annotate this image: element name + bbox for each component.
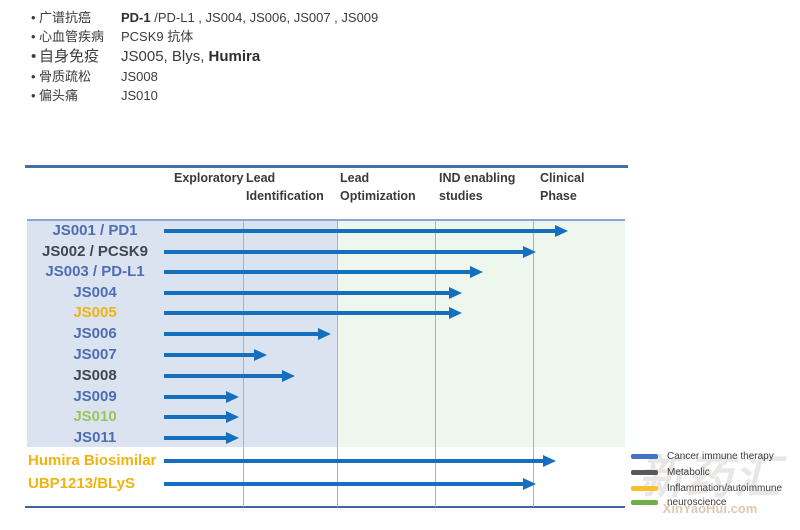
bullet-label: 广谱抗癌 (39, 10, 92, 25)
phase-header-lead-optimization: Lead Optimization (340, 171, 416, 203)
pipeline-arrow-js001-pd1 (164, 229, 555, 233)
pipeline-arrowhead-js004 (449, 287, 462, 299)
bullet-item-: • 骨质疏松 JS008 (31, 67, 378, 86)
bullet-icon: • (31, 88, 36, 103)
bullet-item-: • 广谱抗癌 PD-1 /PD-L1 , JS004, JS006, JS007 ,… (31, 8, 378, 27)
row-label-js011: JS011 (73, 429, 117, 446)
row-label-humira-biosimilar: Humira Biosimilar (28, 452, 157, 469)
phase-gridline-3 (435, 220, 436, 507)
pipeline-arrow-js002-pcsk9 (164, 250, 523, 254)
bullet-item-: • 心血管疾病 PCSK9 抗体 (31, 27, 378, 46)
bullet-item-: • 偏头痛 JS010 (31, 86, 378, 105)
row-label-js010: JS010 (73, 408, 117, 425)
pipeline-arrow-ubp1213-blys (164, 482, 523, 486)
bullet-label: 偏头痛 (39, 88, 79, 103)
band-top-border (27, 219, 625, 221)
phase-header-ind-enabling-studies: IND enabling studies (439, 171, 516, 203)
legend-item-inflammation-autoimmune: Inflammation/autoimmune (631, 483, 782, 494)
bullet-value: JS008 (121, 69, 158, 84)
row-label-js003-pd-l1: JS003 / PD-L1 (45, 263, 145, 280)
legend-item-neuroscience: neuroscience (631, 497, 726, 508)
pipeline-arrowhead-js005 (449, 307, 462, 319)
row-label-js002-pcsk9: JS002 / PCSK9 (42, 243, 148, 260)
phase-gridline-2 (337, 220, 338, 507)
legend-item-metabolic: Metabolic (631, 467, 710, 478)
pipeline-arrow-js006 (164, 332, 318, 336)
row-label-ubp1213-blys: UBP1213/BLyS (28, 475, 135, 492)
pipeline-arrow-js004 (164, 291, 449, 295)
row-label-js001-pd1: JS001 / PD1 (52, 222, 138, 239)
pipeline-arrow-js011 (164, 436, 226, 440)
bullet-icon: • (31, 48, 37, 65)
pipeline-arrow-humira-biosimilar (164, 459, 543, 463)
indication-bullet-list: • 广谱抗癌 PD-1 /PD-L1 , JS004, JS006, JS007 ,… (31, 8, 378, 105)
pipeline-arrowhead-js003-pd-l1 (470, 266, 483, 278)
pipeline-arrowhead-js010 (226, 411, 239, 423)
bullet-value: PD-1 /PD-L1 , JS004, JS006, JS007 , JS00… (121, 10, 379, 25)
pipeline-arrow-js003-pd-l1 (164, 270, 470, 274)
row-label-js008: JS008 (73, 367, 117, 384)
legend-swatch (631, 454, 658, 459)
pipeline-arrowhead-js007 (254, 349, 267, 361)
phase-header-clinical-phase: Clinical Phase (540, 171, 585, 203)
bullet-item-: • 自身免疫 JS005, Blys, Humira (31, 46, 378, 67)
bullet-icon: • (31, 10, 36, 25)
legend-label: Metabolic (667, 467, 710, 478)
legend-label: Inflammation/autoimmune (667, 483, 783, 494)
pipeline-arrowhead-js002-pcsk9 (523, 246, 536, 258)
pipeline-arrowhead-humira-biosimilar (543, 455, 556, 467)
row-label-js009: JS009 (73, 388, 117, 405)
pipeline-arrow-js007 (164, 353, 254, 357)
pipeline-arrowhead-ubp1213-blys (523, 478, 536, 490)
chart-bottom-rule (25, 506, 625, 508)
row-label-js006: JS006 (73, 325, 117, 342)
bullet-icon: • (31, 69, 36, 84)
phase-gridline-4 (533, 220, 534, 507)
pipeline-arrowhead-js011 (226, 432, 239, 444)
legend-item-cancer-immune-therapy: Cancer immune therapy (631, 451, 774, 462)
phase-gridline-1 (243, 220, 244, 507)
bullet-icon: • (31, 29, 36, 44)
bullet-label: 心血管疾病 (39, 29, 105, 44)
row-label-js005: JS005 (73, 304, 117, 321)
pipeline-arrowhead-js008 (282, 370, 295, 382)
pipeline-arrow-js010 (164, 415, 226, 419)
legend-swatch (631, 500, 658, 505)
bullet-label: 自身免疫 (39, 48, 100, 65)
legend-label: Cancer immune therapy (667, 451, 774, 462)
pipeline-arrow-js009 (164, 395, 226, 399)
bullet-value: JS005, Blys, Humira (121, 48, 261, 65)
legend-swatch (631, 486, 658, 491)
phase-header-lead-identification: Lead Identification (246, 171, 324, 203)
phase-header-exploratory: Exploratory (174, 171, 244, 185)
development-phase-band (337, 221, 625, 447)
pipeline-arrowhead-js001-pd1 (555, 225, 568, 237)
legend-swatch (631, 470, 658, 475)
bullet-value: PCSK9 抗体 (121, 29, 194, 44)
pipeline-arrow-js008 (164, 374, 282, 378)
header-top-rule (25, 165, 628, 168)
pipeline-arrowhead-js006 (318, 328, 331, 340)
pipeline-arrow-js005 (164, 311, 449, 315)
row-label-js004: JS004 (73, 284, 117, 301)
row-label-js007: JS007 (73, 346, 117, 363)
legend-label: neuroscience (667, 497, 727, 508)
bullet-label: 骨质疏松 (39, 69, 92, 84)
pipeline-arrowhead-js009 (226, 391, 239, 403)
bullet-value: JS010 (121, 88, 158, 103)
